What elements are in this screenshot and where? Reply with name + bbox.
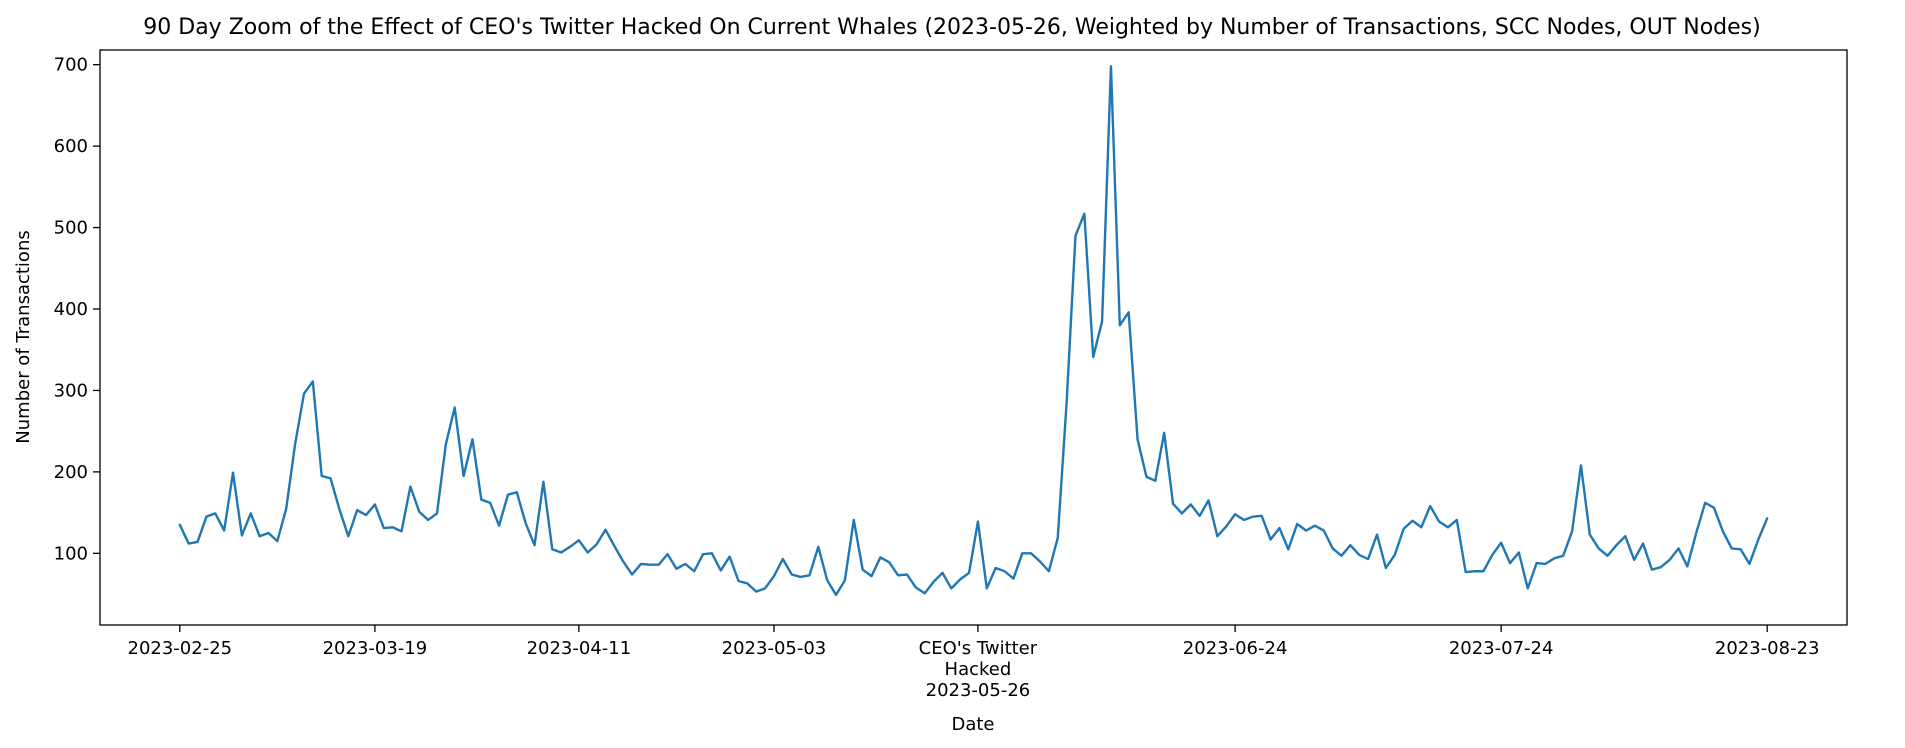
- x-tick-label: 2023-02-25: [128, 638, 233, 659]
- x-tick-label: 2023-08-23: [1715, 638, 1820, 659]
- series-line: [178, 65, 1769, 597]
- axes-frame: [99, 49, 1848, 626]
- plot-area: [99, 49, 1848, 626]
- y-tick-label: 600: [54, 136, 88, 157]
- x-tick-label: 2023-06-24: [1183, 638, 1288, 659]
- y-tick-label: 700: [54, 55, 88, 76]
- chart-title: 90 Day Zoom of the Effect of CEO's Twitt…: [143, 15, 1760, 40]
- y-tick-label: 100: [54, 543, 88, 564]
- x-axis-label: Date: [951, 714, 994, 735]
- y-axis: 100 200 300 400 500 600 700: [54, 55, 100, 564]
- x-tick-label: 2023-03-19: [323, 638, 428, 659]
- y-axis-label: Number of Transactions: [13, 230, 34, 443]
- y-tick-label: 200: [54, 462, 88, 483]
- y-tick-label: 500: [54, 218, 88, 239]
- y-tick-label: 300: [54, 380, 88, 401]
- x-tick-label: CEO's Twitter Hacked 2023-05-26: [919, 638, 1038, 701]
- y-tick-label: 400: [54, 299, 88, 320]
- x-tick-label: 2023-07-24: [1449, 638, 1554, 659]
- x-axis: 2023-02-25 2023-03-19 2023-04-11 2023-05-03…: [128, 625, 1820, 701]
- x-tick-label: 2023-05-03: [722, 638, 827, 659]
- x-tick-label: 2023-04-11: [527, 638, 632, 659]
